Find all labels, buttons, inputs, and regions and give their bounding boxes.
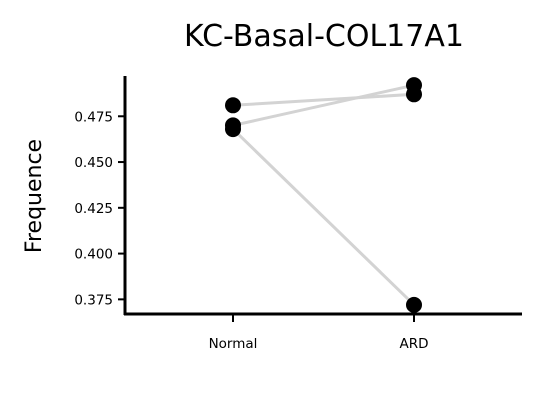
data-points xyxy=(225,77,422,313)
x-tick-label: ARD xyxy=(399,336,428,352)
data-point xyxy=(406,77,422,94)
y-tick-label: 0.450 xyxy=(74,155,113,171)
pair-line xyxy=(232,92,415,107)
y-tick-label: 0.425 xyxy=(74,201,113,217)
data-point xyxy=(225,121,241,138)
y-tick-label: 0.375 xyxy=(74,292,113,308)
data-point xyxy=(225,97,241,114)
pair-line xyxy=(232,83,415,127)
pair-lines xyxy=(231,83,416,306)
data-point xyxy=(406,296,422,313)
y-axis-label: Frequence xyxy=(22,139,47,253)
y-ticks: 0.375 0.400 0.425 0.450 0.475 xyxy=(74,109,125,308)
y-tick-label: 0.475 xyxy=(74,109,113,125)
pair-line xyxy=(231,128,416,306)
x-ticks: Normal ARD xyxy=(209,314,429,352)
y-tick-label: 0.400 xyxy=(74,247,113,263)
x-tick-label: Normal xyxy=(209,336,258,352)
chart-title: KC-Basal-COL17A1 xyxy=(184,19,464,54)
